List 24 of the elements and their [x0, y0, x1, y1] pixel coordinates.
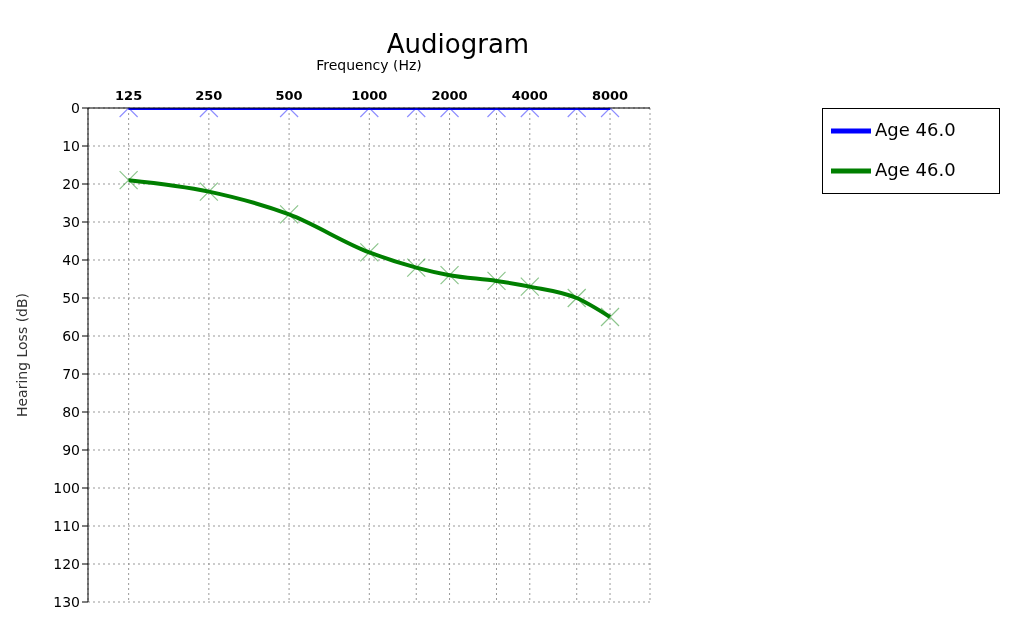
y-tick-label: 80 — [62, 403, 80, 420]
y-tick-label: 50 — [62, 289, 80, 306]
y-axis-title: Hearing Loss (dB) — [13, 292, 30, 418]
x-tick-label: 4000 — [511, 88, 548, 103]
y-tick-label: 130 — [53, 593, 80, 610]
y-tick-label: 120 — [53, 555, 80, 572]
y-tick-label: 70 — [62, 365, 80, 382]
y-tick-label: 20 — [62, 175, 80, 192]
y-tick-label: 0 — [71, 99, 80, 116]
x-tick-label: 125 — [115, 88, 143, 103]
x-tick-label: 250 — [195, 88, 223, 103]
legend-label: Age 46.0 — [875, 119, 956, 140]
x-tick-label: 500 — [275, 88, 303, 103]
y-tick-label: 100 — [53, 479, 80, 496]
x-tick-label: 2000 — [431, 88, 468, 103]
x-tick-label: 1000 — [351, 88, 388, 103]
y-tick-label: 60 — [62, 327, 80, 344]
x-tick-label: 8000 — [591, 88, 629, 103]
legend-label: Age 46.0 — [875, 159, 956, 180]
y-tick-label: 110 — [53, 517, 80, 534]
y-tick-label: 40 — [62, 251, 80, 268]
y-tick-label: 30 — [62, 213, 80, 230]
y-tick-label: 10 — [62, 137, 80, 154]
y-tick-label: 90 — [62, 441, 80, 458]
